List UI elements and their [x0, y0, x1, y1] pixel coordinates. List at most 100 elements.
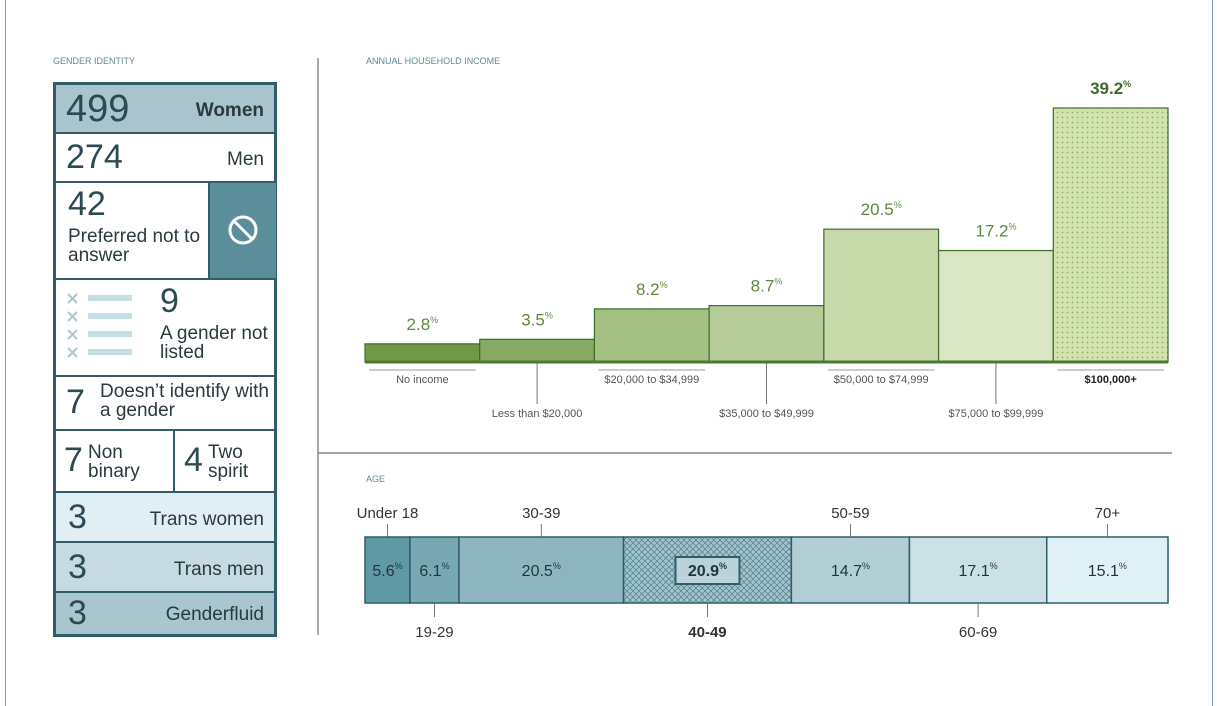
x-tick-label: $100,000+: [1084, 374, 1136, 386]
value-unit: %: [719, 561, 727, 571]
value-label: 39.2%: [1090, 79, 1131, 98]
gender-row: 3 Genderfluid: [56, 593, 274, 634]
frame: [5, 0, 1213, 706]
value-number: 20.9: [688, 563, 719, 580]
value-label: 14.7%: [831, 561, 870, 580]
gender-count: 3: [68, 498, 87, 536]
value-label: 20.5%: [522, 561, 561, 580]
gender-label: Genderfluid: [165, 604, 264, 625]
segment: [908, 536, 1048, 604]
segment: [1045, 536, 1169, 604]
gender-count: 42: [68, 185, 106, 223]
gender-row: 499 Women: [56, 85, 274, 134]
value-label: 8.2%: [636, 280, 668, 299]
value-unit: %: [395, 561, 403, 571]
segment: [409, 536, 460, 604]
gender-label: Trans women: [149, 509, 264, 530]
value-number: 6.1: [419, 563, 441, 580]
gender-count: 274: [66, 138, 123, 176]
category-label: 40-49: [688, 624, 726, 641]
bar: [708, 305, 825, 363]
segment: [458, 536, 625, 604]
value-number: 15.1: [1088, 563, 1119, 580]
category-label: 19-29: [415, 624, 453, 641]
value-unit: %: [862, 561, 870, 571]
x-tick-label: No income: [396, 374, 449, 386]
gender-count: 499: [66, 88, 130, 130]
x-tick-label: $20,000 to $34,999: [604, 374, 699, 386]
no-icon: [228, 215, 258, 245]
bar: [479, 338, 596, 363]
gender-row: 3 Trans women: [56, 493, 274, 543]
value-unit: %: [1008, 222, 1016, 232]
value-label: 6.1%: [419, 561, 449, 580]
x-tick-label: $35,000 to $49,999: [719, 408, 814, 420]
icon-box: [208, 183, 276, 278]
category-label: Under 18: [357, 505, 419, 522]
value-label: 5.6%: [372, 561, 402, 580]
gender-label: Doesn’t identify with a gender: [100, 381, 269, 421]
highlight-box: [674, 556, 741, 585]
gender-row: 7 Non binary 4 Two spirit: [56, 431, 274, 493]
gender-label: Non binary: [88, 442, 140, 482]
value-number: 8.2: [636, 280, 660, 299]
gender-label: Preferred not to answer: [68, 226, 201, 266]
value-label: 20.5%: [861, 200, 902, 219]
x-tick-label: $50,000 to $74,999: [834, 374, 929, 386]
value-number: 8.7: [751, 277, 775, 296]
bar: [1052, 107, 1169, 363]
x-tick-label: Less than $20,000: [492, 408, 583, 420]
category-label: 60-69: [959, 624, 997, 641]
row-divider: [173, 431, 175, 491]
value-label: 2.8%: [407, 315, 439, 334]
gender-label: Men: [227, 149, 264, 170]
gender-count: 9: [160, 282, 179, 320]
gender-row: 3 Trans men: [56, 543, 274, 593]
value-label: 8.7%: [751, 277, 783, 296]
x-tick-label: $75,000 to $99,999: [949, 408, 1044, 420]
value-unit: %: [660, 280, 668, 290]
gender-count: 3: [68, 594, 87, 632]
gender-panel: 499 Women 274 Men 42 Preferred not to answer 9…: [53, 82, 277, 637]
chart-title: ANNUAL HOUSEHOLD INCOME: [366, 56, 500, 66]
value-number: 17.2: [975, 222, 1008, 241]
gender-count: 4: [184, 441, 203, 479]
value-number: 14.7: [831, 563, 862, 580]
category-label: 30-39: [522, 505, 560, 522]
value-unit: %: [774, 277, 782, 287]
value-unit: %: [990, 561, 998, 571]
bar: [937, 249, 1054, 363]
value-unit: %: [545, 310, 553, 320]
category-label: 70+: [1095, 505, 1121, 522]
list-icon-art: [67, 293, 132, 358]
gender-count: 7: [64, 441, 83, 479]
value-unit: %: [894, 200, 902, 210]
bar: [593, 308, 710, 363]
gender-label: Women: [195, 100, 264, 121]
value-unit: %: [1123, 79, 1131, 89]
gender-row: 7 Doesn’t identify with a gender: [56, 377, 274, 431]
value-number: 17.1: [959, 563, 990, 580]
chart-title: AGE: [366, 474, 385, 484]
gender-label: A gender not listed: [160, 323, 268, 363]
value-unit: %: [430, 315, 438, 325]
bar: [364, 343, 481, 363]
category-label: 50-59: [831, 505, 869, 522]
value-number: 39.2: [1090, 79, 1123, 98]
gender-label: Two spirit: [208, 442, 249, 482]
gender-count: 7: [66, 383, 85, 421]
gender-row: 42 Preferred not to answer: [56, 183, 276, 280]
list-icon: [66, 292, 146, 367]
bar: [823, 228, 940, 363]
value-number: 3.5: [521, 310, 545, 329]
value-label: 15.1%: [1088, 561, 1127, 580]
value-unit: %: [1119, 561, 1127, 571]
gender-count: 3: [68, 548, 87, 586]
value-unit: %: [553, 561, 561, 571]
value-number: 2.8: [407, 315, 431, 334]
value-label: 20.9%: [688, 561, 727, 580]
gender-label: Trans men: [173, 559, 264, 580]
value-number: 5.6: [372, 563, 394, 580]
